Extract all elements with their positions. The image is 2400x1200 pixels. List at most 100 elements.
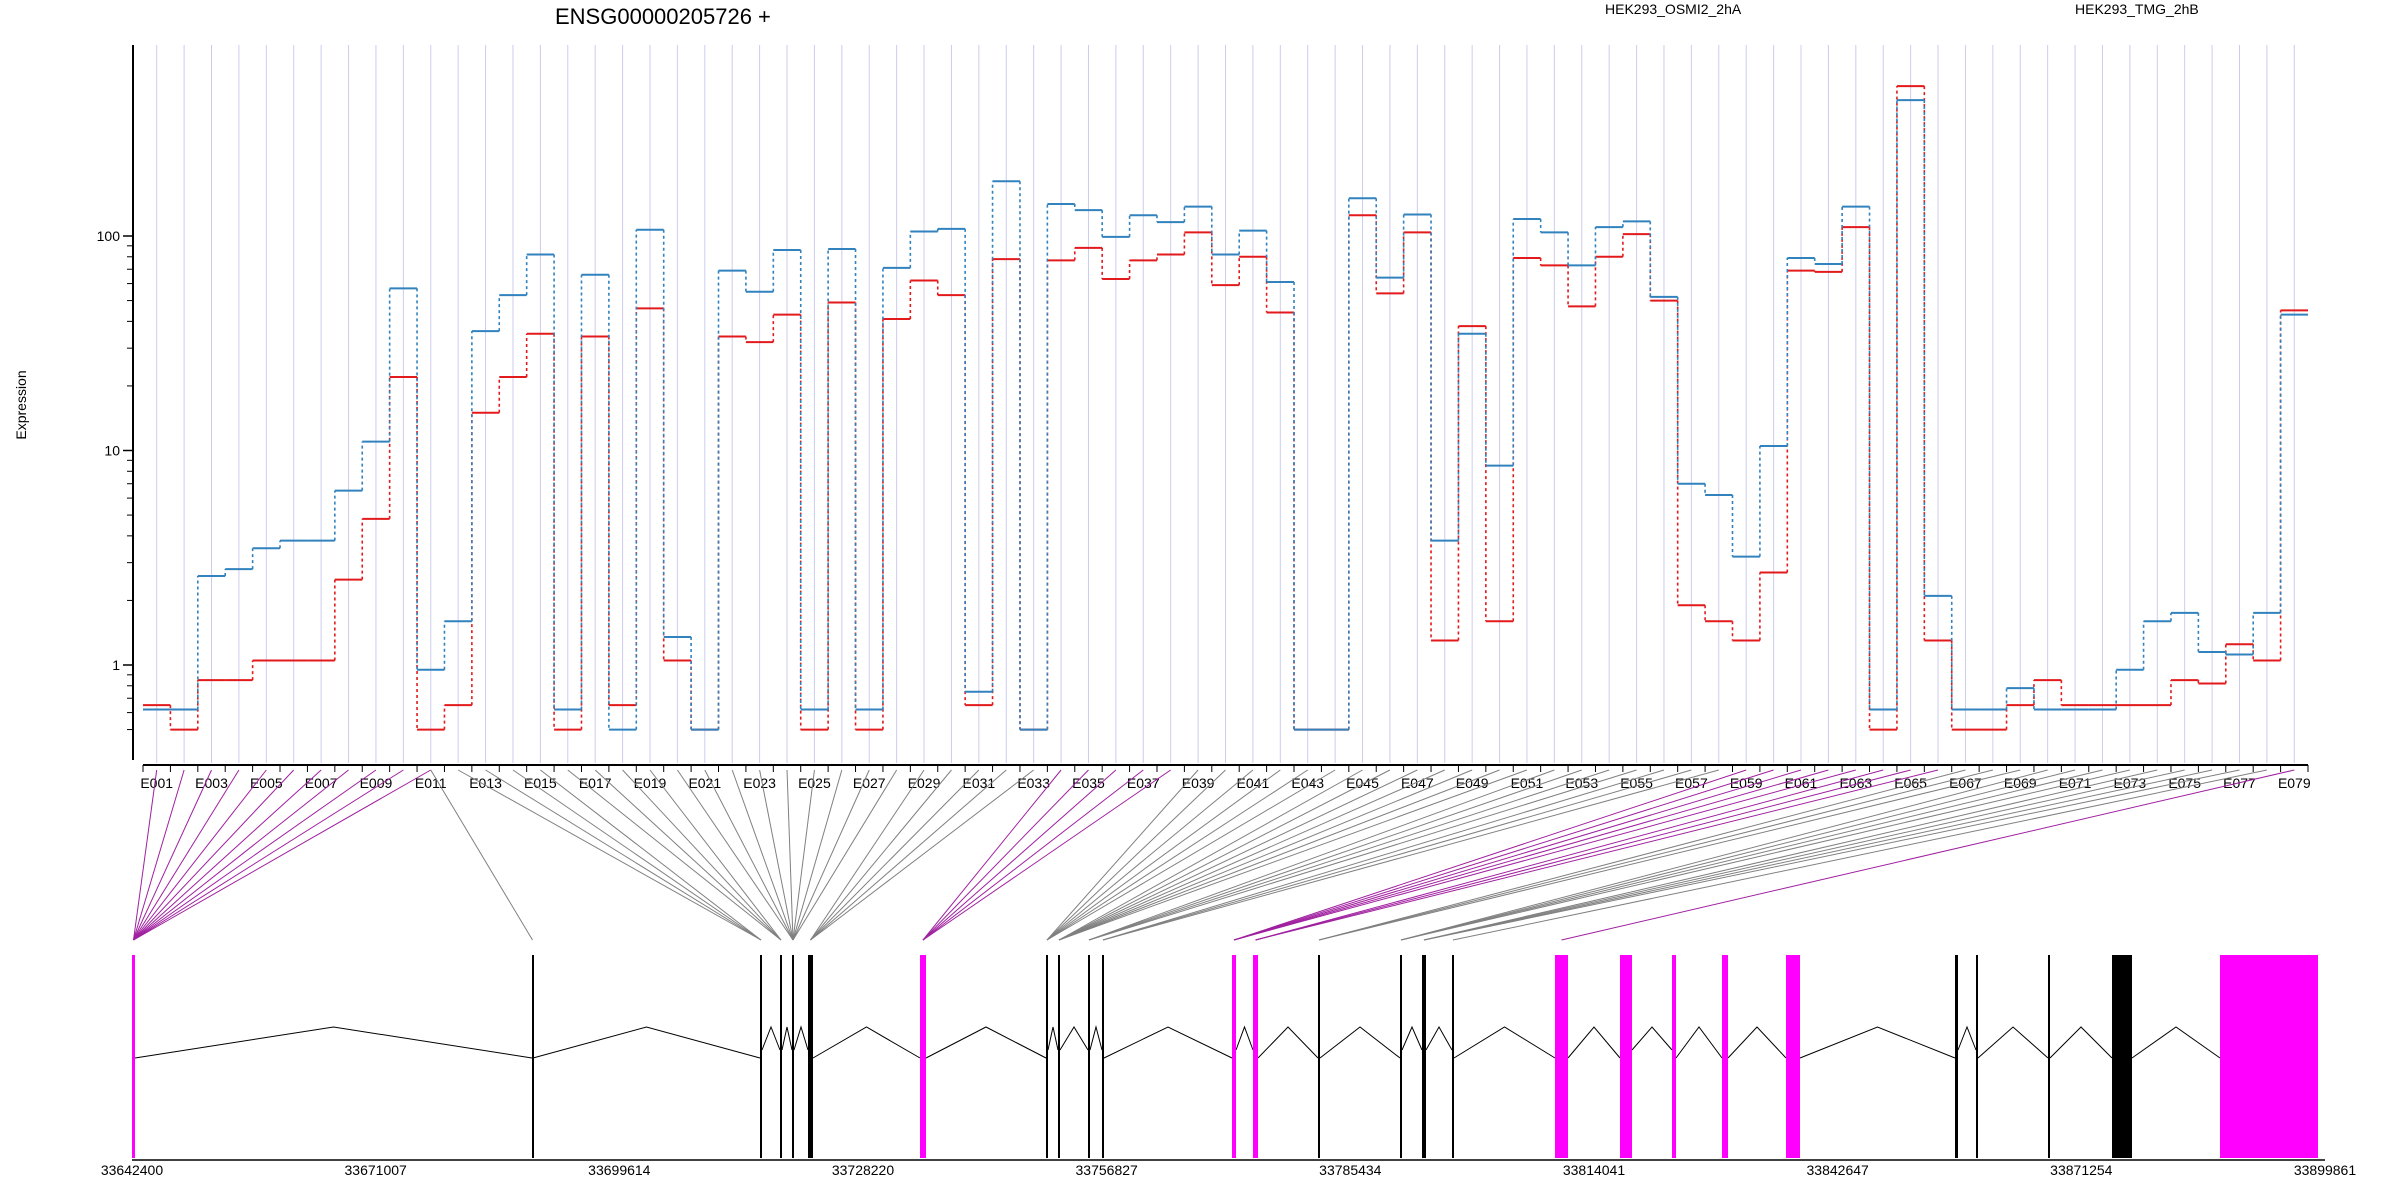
x-tick-label-E013: E013 (469, 775, 502, 791)
connector-E068 (1318, 769, 1993, 941)
gene-tick-label-33671007: 33671007 (345, 1162, 408, 1178)
x-tick-label-E035: E035 (1072, 775, 1105, 791)
exon-block-5 (792, 955, 794, 1158)
connector-E045 (1058, 769, 1363, 941)
connector-E072 (1400, 769, 2103, 941)
connector-E040 (1046, 769, 1226, 941)
connector-E023 (759, 769, 794, 941)
connector-E022 (731, 769, 794, 941)
connector-E064 (1255, 769, 1884, 941)
intron-8 (1047, 1026, 1059, 1051)
exon-block-17 (1452, 955, 1454, 1158)
x-tick-label-E075: E075 (2168, 775, 2201, 791)
y-axis-label: Expression (13, 370, 29, 439)
connector-E060 (1233, 769, 1774, 941)
x-tick-label-E027: E027 (853, 775, 886, 791)
connector-E070 (1400, 769, 2048, 941)
connector-E032 (810, 769, 1007, 941)
exon-block-12 (1232, 955, 1236, 1158)
connector-E011 (133, 769, 432, 941)
x-tick-label-E053: E053 (1565, 775, 1598, 791)
connector-E046 (1058, 769, 1391, 941)
x-tick-label-E029: E029 (908, 775, 941, 791)
exon-block-4 (780, 955, 782, 1158)
intron-4 (781, 1026, 793, 1051)
connector-E006 (133, 769, 295, 941)
intron-11 (1103, 1026, 1233, 1059)
chart-title: ENSG00000205726 + (555, 4, 771, 29)
connector-E074 (1423, 769, 2158, 941)
connector-E063 (1233, 769, 1856, 941)
connector-E016 (567, 769, 782, 941)
intron-2 (532, 1026, 761, 1059)
connector-E051 (1058, 769, 1528, 941)
connector-E061 (1233, 769, 1802, 941)
connector-E015 (540, 769, 762, 941)
x-tick-label-E017: E017 (579, 775, 612, 791)
connector-E001 (133, 769, 158, 941)
exon-block-9 (1058, 955, 1060, 1158)
connector-E002 (133, 769, 185, 941)
x-tick-label-E007: E007 (305, 775, 338, 791)
connector-E075 (1423, 769, 2185, 941)
connector-E076 (1423, 769, 2213, 941)
connector-E033 (810, 769, 1034, 941)
connector-E036 (922, 769, 1117, 941)
x-tick-label-E045: E045 (1346, 775, 1379, 791)
connector-E066 (1255, 769, 1939, 941)
exon-block-6 (808, 955, 813, 1158)
intron-9 (1059, 1026, 1089, 1051)
x-tick-label-E019: E019 (634, 775, 667, 791)
x-tick-label-E051: E051 (1511, 775, 1544, 791)
intron-20 (1675, 1026, 1723, 1059)
intron-16 (1425, 1025, 1453, 1051)
connector-E021 (704, 769, 794, 941)
connector-E042 (1046, 769, 1281, 941)
connector-E007 (133, 769, 322, 941)
exon-block-15 (1400, 955, 1402, 1158)
connector-E018 (622, 769, 782, 941)
x-tick-label-E005: E005 (250, 775, 283, 791)
connector-E035 (922, 769, 1089, 941)
x-tick-label-E031: E031 (963, 775, 996, 791)
legend-series-b: HEK293_TMG_2hB (2075, 1, 2199, 17)
connector-E014 (512, 769, 762, 941)
connector-E029 (810, 769, 925, 941)
intron-22 (1799, 1026, 1956, 1059)
exon-block-8 (1046, 955, 1048, 1158)
x-tick-label-E043: E043 (1291, 775, 1324, 791)
exon-block-18 (1555, 955, 1568, 1158)
connector-E017 (594, 769, 782, 941)
connector-E047 (1058, 769, 1418, 941)
connector-E037 (922, 769, 1144, 941)
exon-block-11 (1102, 955, 1104, 1158)
intron-21 (1727, 1026, 1787, 1059)
intron-10 (1089, 1025, 1103, 1051)
connector-E010 (133, 769, 404, 941)
connector-E013 (485, 769, 762, 941)
exon-block-10 (1088, 955, 1090, 1158)
x-tick-label-E065: E065 (1894, 775, 1927, 791)
connector-E030 (810, 769, 952, 941)
connector-E009 (133, 769, 377, 941)
connector-E003 (133, 769, 212, 941)
exon-block-16 (1422, 955, 1426, 1158)
exon-block-2 (532, 955, 534, 1158)
exon-block-14 (1318, 955, 1320, 1158)
gene-model: 33642400 33671007 33699614 33728220 33756827… (101, 955, 2357, 1178)
x-tick-label-E047: E047 (1401, 775, 1434, 791)
connector-E067 (1318, 769, 1966, 941)
x-tick-label-E033: E033 (1017, 775, 1050, 791)
axes: 1 10 100 E001 E003 E005 E007 E009 E011 E013 E015 E0… (97, 45, 2311, 791)
connector-E004 (133, 769, 240, 941)
x-tick-label-E049: E049 (1456, 775, 1489, 791)
intron-23 (1957, 1025, 1977, 1051)
connector-E012 (457, 769, 762, 941)
intron-5 (793, 1025, 809, 1051)
x-tick-label-E003: E003 (195, 775, 228, 791)
exon-block-26 (2112, 955, 2132, 1158)
gene-tick-label-33899861: 33899861 (2294, 1162, 2357, 1178)
connector-E048 (1058, 769, 1445, 941)
connector-E065 (1255, 769, 1911, 941)
intron-19 (1631, 1026, 1673, 1051)
